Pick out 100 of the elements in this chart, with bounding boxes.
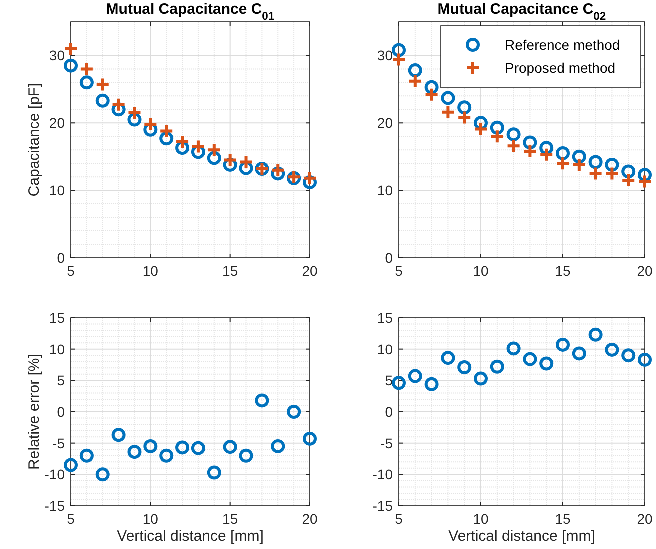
- y-tick-label: 10: [377, 182, 394, 199]
- point: [556, 156, 570, 172]
- point: [206, 142, 222, 158]
- point: [441, 351, 456, 366]
- x-tick-label: 10: [142, 511, 159, 527]
- x-tick-label: 5: [395, 511, 404, 527]
- point: [605, 342, 620, 357]
- point: [556, 338, 570, 352]
- point: [96, 94, 110, 108]
- point: [160, 448, 174, 463]
- x-tick-label: 15: [222, 511, 238, 527]
- x-tick-label: 15: [555, 511, 571, 527]
- point: [128, 112, 142, 127]
- point: [622, 164, 636, 179]
- point: [64, 458, 78, 472]
- y-tick-label: 20: [377, 115, 394, 132]
- point: [540, 141, 554, 156]
- point: [523, 136, 538, 150]
- point: [604, 166, 620, 182]
- point: [159, 124, 174, 139]
- y-axis-title: Relative error [%]: [26, 354, 43, 470]
- y-tick-label: -5: [52, 435, 66, 452]
- point: [572, 157, 587, 172]
- point: [176, 440, 190, 455]
- point: [80, 76, 94, 90]
- x-tick-label: 20: [302, 511, 318, 527]
- y-tick-label: 5: [57, 372, 66, 389]
- point: [239, 448, 254, 463]
- point: [522, 144, 538, 159]
- point: [572, 150, 586, 164]
- point: [638, 352, 652, 367]
- point: [588, 155, 603, 170]
- y-tick-label: 30: [377, 48, 394, 64]
- point: [424, 87, 440, 102]
- point: [64, 58, 78, 73]
- point: [270, 162, 286, 178]
- point: [144, 439, 158, 454]
- point: [474, 372, 488, 386]
- point: [111, 97, 126, 112]
- point: [490, 120, 504, 135]
- point: [190, 139, 206, 154]
- point: [255, 394, 270, 408]
- point: [441, 91, 456, 106]
- point: [222, 152, 238, 168]
- point: [457, 110, 472, 126]
- y-tick-label: 0: [385, 404, 394, 420]
- point: [556, 146, 570, 160]
- y-tick-label: -15: [44, 498, 66, 514]
- chart-title: Mutual Capacitance C$_{01}$: [106, 1, 275, 23]
- point: [392, 376, 406, 390]
- point: [392, 43, 406, 58]
- point: [392, 52, 406, 68]
- x-tick-label: 20: [302, 263, 318, 279]
- point: [638, 174, 652, 190]
- y-tick-label: -10: [372, 466, 394, 483]
- point: [440, 104, 456, 120]
- point: [302, 170, 318, 186]
- point: [424, 80, 439, 94]
- point: [638, 168, 652, 182]
- y-tick-label: 15: [377, 310, 394, 326]
- point: [621, 172, 636, 188]
- point: [80, 448, 94, 463]
- point: [223, 440, 238, 454]
- point: [271, 439, 286, 454]
- y-tick-label: 10: [377, 341, 394, 358]
- point: [408, 64, 422, 78]
- point: [128, 445, 142, 460]
- point: [506, 342, 521, 356]
- point: [160, 132, 174, 146]
- x-tick-label: 5: [67, 511, 76, 527]
- point: [490, 129, 505, 144]
- point: [207, 466, 222, 480]
- x-tick-label: 20: [637, 511, 653, 527]
- point: [408, 369, 422, 384]
- x-tick-label: 10: [473, 511, 489, 527]
- point: [539, 147, 554, 162]
- point: [96, 468, 110, 482]
- point: [95, 77, 110, 92]
- point: [424, 377, 439, 392]
- y-tick-label: -5: [380, 435, 394, 452]
- y-tick-label: 15: [49, 310, 66, 326]
- x-tick-label: 10: [473, 263, 489, 279]
- y-tick-label: -15: [372, 498, 394, 514]
- point: [506, 138, 522, 154]
- point: [287, 405, 302, 419]
- point: [303, 432, 317, 446]
- point: [207, 151, 222, 166]
- point: [64, 41, 78, 56]
- point: [523, 352, 538, 366]
- y-tick-label: 5: [385, 372, 394, 389]
- point: [588, 328, 603, 342]
- point: [572, 346, 586, 361]
- x-tick-label: 10: [142, 263, 159, 279]
- y-tick-label: 30: [49, 48, 66, 64]
- y-tick-label: 10: [49, 341, 66, 358]
- point: [175, 134, 190, 150]
- point: [79, 62, 94, 77]
- point: [143, 116, 158, 132]
- legend-label: Reference method: [505, 37, 620, 53]
- y-tick-label: 0: [385, 250, 394, 266]
